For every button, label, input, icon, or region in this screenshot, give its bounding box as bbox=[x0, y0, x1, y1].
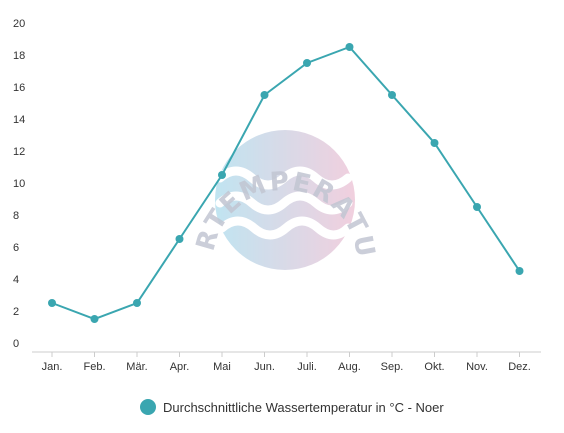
data-point[interactable] bbox=[133, 299, 141, 307]
watermark-wave-2 bbox=[215, 191, 353, 215]
data-point[interactable] bbox=[515, 267, 524, 275]
x-tick-label: Okt. bbox=[424, 361, 444, 373]
y-tick-label: 6 bbox=[13, 242, 19, 254]
x-tick-label: Juli. bbox=[297, 361, 317, 373]
y-tick-label: 18 bbox=[13, 50, 25, 62]
y-tick-label: 14 bbox=[13, 114, 25, 126]
data-point[interactable] bbox=[473, 203, 481, 211]
y-tick-label: 8 bbox=[13, 210, 19, 222]
x-tick-label: Dez. bbox=[508, 361, 531, 373]
watermark-logo: WASSERTEMPERATUR.ORG bbox=[0, 0, 378, 270]
x-tick-label: Nov. bbox=[466, 361, 488, 373]
y-tick-label: 12 bbox=[13, 146, 25, 158]
series-layer bbox=[48, 43, 524, 323]
x-tick-label: Feb. bbox=[83, 361, 105, 373]
x-axis-ticks: Jan. Feb. Mär. Apr. Mai Jun. Juli. Aug. Sep. Okt.… bbox=[42, 352, 531, 373]
y-tick-label: 20 bbox=[13, 18, 25, 30]
x-tick-label: Aug. bbox=[338, 361, 361, 373]
data-point[interactable] bbox=[90, 315, 99, 323]
y-tick-label: 2 bbox=[13, 306, 19, 318]
x-tick-label: Jun. bbox=[254, 361, 275, 373]
x-tick-label: Mai bbox=[213, 361, 231, 373]
watermark-wave-1 bbox=[215, 166, 353, 190]
y-axis-ticks: 0 2 4 6 8 10 12 14 16 18 20 bbox=[13, 18, 25, 350]
legend-marker bbox=[140, 399, 156, 415]
data-point[interactable] bbox=[260, 91, 269, 99]
data-point[interactable] bbox=[345, 43, 354, 51]
legend-label: Durchschnittliche Wassertemperatur in °C… bbox=[163, 399, 444, 415]
series-line bbox=[51, 45, 521, 321]
x-tick-label: Sep. bbox=[381, 361, 404, 373]
y-tick-label: 10 bbox=[13, 178, 25, 190]
x-tick-label: Apr. bbox=[170, 361, 190, 373]
watermark-wave-3 bbox=[217, 216, 353, 240]
data-point[interactable] bbox=[48, 299, 56, 307]
y-tick-label: 4 bbox=[13, 274, 19, 286]
data-point[interactable] bbox=[388, 91, 396, 99]
data-point[interactable] bbox=[175, 235, 184, 243]
x-tick-label: Mär. bbox=[126, 361, 147, 373]
legend[interactable]: Durchschnittliche Wassertemperatur in °C… bbox=[140, 399, 444, 415]
x-tick-label: Jan. bbox=[42, 361, 63, 373]
data-point[interactable] bbox=[303, 59, 311, 67]
y-tick-label: 16 bbox=[13, 82, 25, 94]
y-tick-label: 0 bbox=[13, 338, 19, 350]
data-point[interactable] bbox=[218, 171, 226, 179]
data-point[interactable] bbox=[430, 139, 439, 147]
